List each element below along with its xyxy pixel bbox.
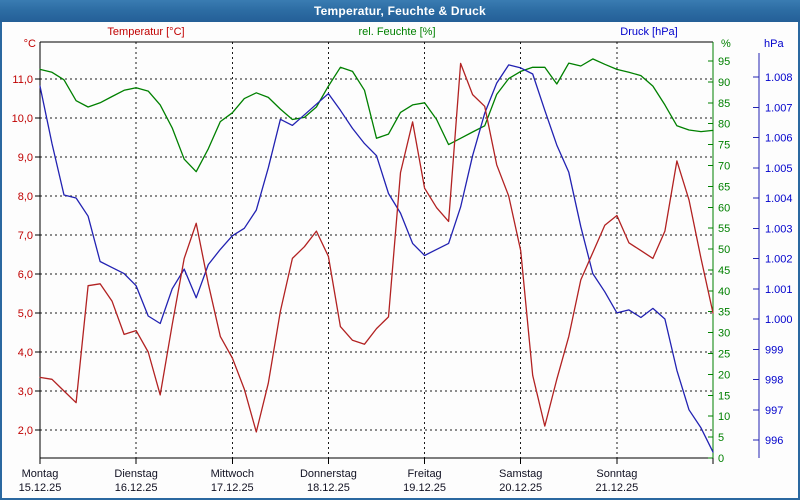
svg-text:997: 997 [765,405,783,417]
svg-text:Mittwoch: Mittwoch [211,468,254,480]
svg-text:1.008: 1.008 [765,72,793,84]
svg-text:6,0: 6,0 [18,269,33,281]
humidity-axis-unit: % [721,38,731,50]
svg-text:35: 35 [718,307,730,319]
svg-text:5,0: 5,0 [18,308,33,320]
svg-text:1.002: 1.002 [765,254,793,266]
svg-text:17.12.25: 17.12.25 [211,482,254,494]
svg-text:1.004: 1.004 [765,193,793,205]
svg-text:10: 10 [718,411,730,423]
svg-text:Donnerstag: Donnerstag [300,468,357,480]
svg-text:Montag: Montag [22,468,59,480]
svg-text:55: 55 [718,223,730,235]
temperature-axis-unit: °C [23,38,36,50]
svg-text:999: 999 [765,344,783,356]
svg-text:Sonntag: Sonntag [596,468,637,480]
svg-text:90: 90 [718,77,730,89]
svg-text:25: 25 [718,349,730,361]
svg-text:95: 95 [718,56,730,68]
legend-temperature: Temperatur [°C] [107,26,185,38]
window-title: Temperatur, Feuchte & Druck [314,4,486,18]
svg-text:4,0: 4,0 [18,347,33,359]
svg-text:21.12.25: 21.12.25 [595,482,638,494]
svg-text:1.007: 1.007 [765,102,793,114]
svg-text:1.005: 1.005 [765,163,793,175]
svg-text:1.000: 1.000 [765,314,793,326]
svg-text:5: 5 [718,432,724,444]
pressure-axis: 1.008 1.007 1.006 1.005 1.004 1.003 1.002 1.001… [753,53,793,458]
svg-text:2,0: 2,0 [18,425,33,437]
svg-text:16.12.25: 16.12.25 [115,482,158,494]
pressure-series [39,64,714,453]
svg-text:20: 20 [718,369,730,381]
svg-text:1.006: 1.006 [765,133,793,145]
svg-text:30: 30 [718,328,730,340]
svg-text:1.003: 1.003 [765,223,793,235]
svg-text:9,0: 9,0 [18,152,33,164]
svg-text:0: 0 [718,453,724,465]
svg-text:Freitag: Freitag [407,468,441,480]
svg-text:8,0: 8,0 [18,191,33,203]
svg-text:65: 65 [718,181,730,193]
svg-text:10,0: 10,0 [12,113,33,125]
svg-text:60: 60 [718,202,730,214]
svg-text:3,0: 3,0 [18,386,33,398]
svg-text:85: 85 [718,98,730,110]
svg-text:15.12.25: 15.12.25 [19,482,62,494]
plot-grid [40,42,713,458]
svg-text:998: 998 [765,375,783,387]
svg-text:40: 40 [718,286,730,298]
svg-text:19.12.25: 19.12.25 [403,482,446,494]
svg-text:996: 996 [765,435,783,447]
plot-border [39,41,713,459]
svg-text:7,0: 7,0 [18,230,33,242]
legend-pressure: Druck [hPa] [620,26,678,38]
svg-text:80: 80 [718,119,730,131]
pressure-axis-unit: hPa [764,38,784,50]
svg-text:20.12.25: 20.12.25 [499,482,542,494]
svg-text:75: 75 [718,140,730,152]
window-titlebar[interactable]: Temperatur, Feuchte & Druck [0,0,800,22]
svg-text:11,0: 11,0 [12,74,33,86]
svg-text:18.12.25: 18.12.25 [307,482,350,494]
temperature-series [39,62,714,433]
legend-humidity: rel. Feuchte [%] [358,26,436,38]
svg-text:Dienstag: Dienstag [114,468,157,480]
svg-text:50: 50 [718,244,730,256]
humidity-series [39,58,714,173]
svg-text:45: 45 [718,265,730,277]
svg-text:Samstag: Samstag [499,468,542,480]
x-axis: Montag 15.12.25 Dienstag 16.12.25 Mittwoch 17… [19,458,714,494]
temperature-axis: 11,0 10,0 9,0 8,0 7,0 6,0 5,0 4,0 3,0 2,0 [12,74,40,437]
svg-text:15: 15 [718,390,730,402]
svg-text:70: 70 [718,160,730,172]
svg-text:1.001: 1.001 [765,284,793,296]
